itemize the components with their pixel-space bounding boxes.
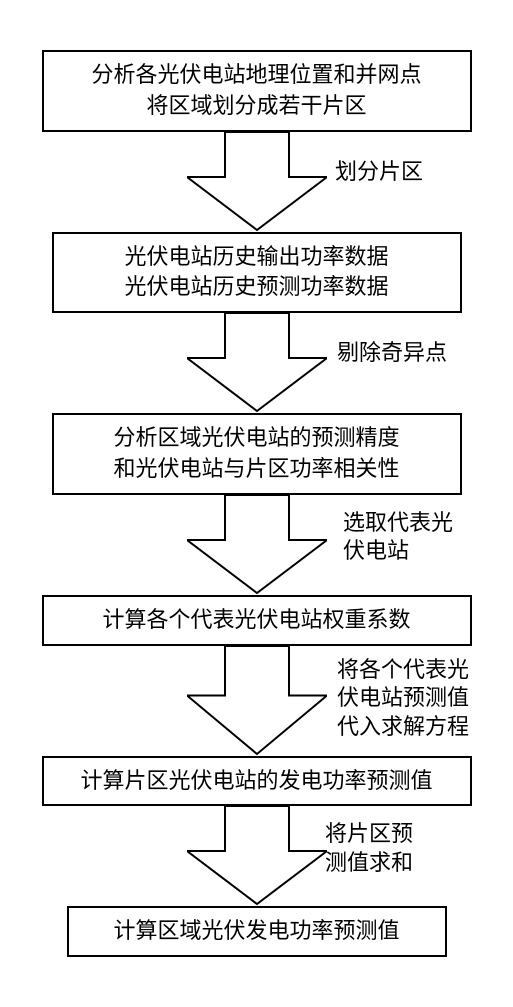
flowchart-node: 计算区域光伏发电功率预测值 xyxy=(67,906,447,957)
arrow-label: 将各个代表光伏电站预测值代入求解方程 xyxy=(337,656,469,742)
node-text-line: 计算区域光伏发电功率预测值 xyxy=(77,916,437,947)
node-text-line: 和光伏电站与片区功率相关性 xyxy=(62,454,452,485)
node-text-line: 光伏电站历史预测功率数据 xyxy=(62,272,452,303)
flowchart-node: 计算片区光伏电站的发电功率预测值 xyxy=(42,756,472,807)
flowchart-arrow: 划分片区 xyxy=(30,132,483,232)
flowchart-node: 分析区域光伏电站的预测精度和光伏电站与片区功率相关性 xyxy=(52,413,462,495)
arrow-label: 将片区预测值求和 xyxy=(325,820,413,877)
node-text-line: 计算片区光伏电站的发电功率预测值 xyxy=(52,766,462,797)
flowchart-arrow: 剔除奇异点 xyxy=(30,313,483,413)
arrow-label: 选取代表光伏电站 xyxy=(343,509,453,566)
arrow-label: 划分片区 xyxy=(335,158,423,187)
node-text-line: 计算各个代表光伏电站权重系数 xyxy=(52,605,462,636)
flowchart-arrow: 选取代表光伏电站 xyxy=(30,495,483,595)
node-text-line: 将区域划分成若干片区 xyxy=(52,91,462,122)
flowchart-node: 计算各个代表光伏电站权重系数 xyxy=(42,595,472,646)
flowchart-arrow: 将各个代表光伏电站预测值代入求解方程 xyxy=(30,646,483,756)
flowchart-arrow: 将片区预测值求和 xyxy=(30,806,483,906)
node-text-line: 分析各光伏电站地理位置和并网点 xyxy=(52,60,462,91)
node-text-line: 分析区域光伏电站的预测精度 xyxy=(62,423,452,454)
flowchart-node: 分析各光伏电站地理位置和并网点将区域划分成若干片区 xyxy=(42,50,472,132)
flowchart-container: 分析各光伏电站地理位置和并网点将区域划分成若干片区 划分片区光伏电站历史输出功率… xyxy=(30,50,483,957)
arrow-label: 剔除奇异点 xyxy=(337,339,447,368)
node-text-line: 光伏电站历史输出功率数据 xyxy=(62,242,452,273)
flowchart-node: 光伏电站历史输出功率数据光伏电站历史预测功率数据 xyxy=(52,232,462,314)
